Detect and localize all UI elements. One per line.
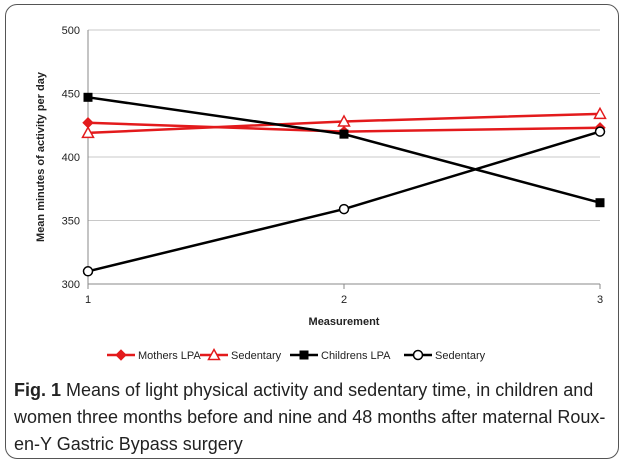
x-tick-label: 1 [85, 294, 91, 306]
legend-label: Mothers LPA [138, 350, 201, 362]
series-line [87, 130, 601, 273]
y-axis-title: Mean minutes of activity per day [35, 71, 47, 242]
data-point-marker [338, 203, 350, 215]
figure-caption: Fig. 1 Means of light physical activity … [14, 377, 610, 458]
series-2 [83, 92, 605, 208]
x-axis-title: Measurement [309, 316, 380, 328]
series-3 [82, 126, 606, 277]
series-1 [81, 106, 607, 139]
y-tick-label: 450 [62, 89, 80, 101]
x-tick-label: 2 [341, 294, 347, 306]
data-series [81, 92, 607, 277]
legend-item: Childrens LPA [290, 350, 391, 362]
data-point-marker [339, 129, 349, 139]
legend: Mothers LPA Sedentary Childrens LPA Sedenta… [107, 347, 486, 362]
legend-item: Sedentary [200, 347, 282, 362]
legend-item: Sedentary [404, 349, 486, 362]
data-point-marker [594, 126, 606, 137]
data-point-marker [82, 266, 94, 277]
figure-frame [5, 4, 619, 459]
line-chart: 300 350 400 450 500 1 2 3 Mean minutes of acti… [35, 25, 607, 362]
legend-label: Childrens LPA [321, 350, 391, 362]
y-tick-label: 500 [62, 25, 80, 37]
y-tick-label: 300 [62, 279, 80, 291]
legend-label: Sedentary [231, 350, 282, 362]
legend-label: Sedentary [435, 350, 486, 362]
figure-caption-text: Means of light physical activity and sed… [14, 380, 606, 454]
data-point-marker [337, 114, 351, 127]
axes [87, 30, 601, 289]
data-point-marker [207, 347, 221, 361]
data-point-marker [81, 125, 95, 139]
data-point-marker [593, 106, 607, 120]
x-tick-labels: 1 2 3 [85, 294, 603, 306]
x-tick-label: 3 [597, 294, 603, 306]
data-point-marker [412, 349, 424, 361]
legend-item: Mothers LPA [107, 349, 201, 362]
data-point-marker [299, 350, 309, 360]
data-point-marker [595, 198, 605, 208]
data-point-marker [83, 92, 93, 102]
y-tick-labels: 300 350 400 450 500 [62, 25, 80, 291]
y-tick-label: 350 [62, 216, 80, 228]
series-line [87, 96, 601, 204]
data-point-marker [115, 349, 127, 361]
figure-label: Fig. 1 [14, 380, 62, 400]
y-tick-label: 400 [62, 152, 80, 164]
